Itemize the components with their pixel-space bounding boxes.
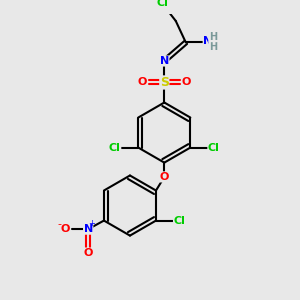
Text: S: S: [160, 76, 169, 89]
Text: Cl: Cl: [208, 142, 220, 153]
Text: O: O: [160, 172, 169, 182]
Text: O: O: [83, 248, 93, 258]
Text: +: +: [88, 219, 95, 228]
Text: O: O: [182, 77, 191, 88]
Text: -: -: [58, 219, 62, 229]
Text: H: H: [209, 32, 217, 42]
Text: Cl: Cl: [157, 0, 169, 8]
Text: N: N: [160, 56, 169, 66]
Text: N: N: [84, 224, 93, 234]
Text: Cl: Cl: [109, 142, 121, 153]
Text: O: O: [138, 77, 147, 88]
Text: O: O: [61, 224, 70, 234]
Text: N: N: [203, 36, 212, 46]
Text: Cl: Cl: [173, 216, 185, 226]
Text: H: H: [209, 42, 217, 52]
